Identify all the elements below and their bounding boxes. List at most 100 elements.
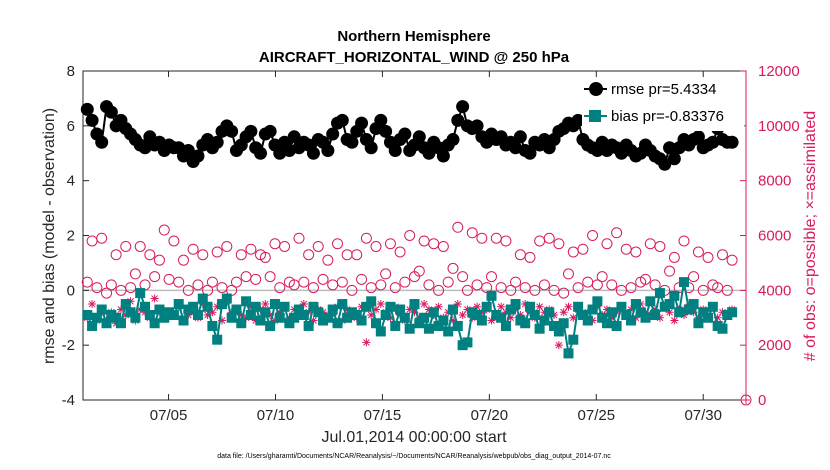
assimilated-point [208, 308, 217, 317]
data-file-footnote: data file: /Users/gharamti/Documents/NCA… [217, 453, 611, 460]
x-axis-label: Jul.01,2014 00:00:00 start [321, 429, 507, 446]
assimilated-point [559, 308, 568, 317]
bias-point [428, 307, 439, 318]
y-right-tick-label: 0 [758, 392, 766, 409]
possible-point [558, 287, 570, 299]
possible-point [264, 271, 276, 283]
bias-point [717, 323, 728, 334]
assimilated-point [367, 311, 376, 320]
possible-point [149, 271, 161, 283]
possible-point [433, 284, 445, 296]
rmse-point [254, 146, 268, 160]
y-right-tick-label: 8000 [758, 173, 791, 190]
rmse-point [422, 146, 436, 160]
bias-point [496, 312, 507, 323]
possible-point [317, 273, 329, 285]
rmse-point [374, 113, 388, 127]
bias-point [217, 299, 228, 310]
assimilated-point [184, 311, 193, 320]
possible-point [611, 227, 623, 239]
bias-point [332, 318, 343, 329]
bias-point [539, 315, 550, 326]
possible-point [529, 284, 541, 296]
possible-point [293, 232, 305, 244]
assimilated-point [473, 302, 482, 311]
chart-title-line1: Northern Hemisphere [337, 28, 490, 45]
x-tick-label: 07/05 [150, 407, 188, 424]
possible-point [105, 279, 117, 291]
bias-point [645, 296, 656, 307]
bias-point [669, 290, 680, 301]
bias-point [587, 304, 598, 315]
bias-point [529, 310, 540, 321]
y-axis-left: -4 -2 0 2 4 6 8 [62, 63, 89, 409]
bias-point [351, 310, 362, 321]
possible-point [346, 284, 358, 296]
bias-point [250, 301, 261, 312]
assimilated-point [516, 311, 525, 320]
bias-point [212, 334, 223, 345]
rmse-point [80, 102, 94, 116]
rmse-point [470, 119, 484, 133]
possible-point [500, 235, 512, 247]
bias-point [703, 312, 714, 323]
possible-point [129, 268, 141, 280]
bias-point [226, 312, 237, 323]
y-tick-label: 4 [67, 173, 75, 190]
bias-point [452, 320, 463, 331]
possible-point [250, 273, 262, 285]
possible-point [697, 284, 709, 296]
possible-point [351, 249, 363, 261]
possible-point [221, 240, 233, 252]
possible-point [197, 249, 209, 261]
bias-point [313, 307, 324, 318]
bias-point [462, 337, 473, 348]
bias-point [356, 315, 367, 326]
possible-point [259, 251, 271, 263]
bias-point [573, 301, 584, 312]
possible-point [153, 254, 165, 266]
bias-point [510, 299, 521, 310]
bias-point [87, 320, 98, 331]
assimilated-point [448, 316, 457, 325]
possible-point [274, 282, 286, 294]
y-right-tick-label: 12000 [758, 63, 800, 80]
y-axis-right: 0 2000 4000 6000 8000 10000 12000 [740, 63, 800, 409]
possible-point [312, 240, 324, 252]
bias-point [192, 310, 203, 321]
bias-point [568, 334, 579, 345]
y-tick-label: 8 [67, 63, 75, 80]
possible-point [182, 284, 194, 296]
assimilated-point [665, 308, 674, 317]
bias-point [207, 320, 218, 331]
rmse-point [210, 135, 224, 149]
bias-point [390, 320, 401, 331]
bias-point [650, 310, 661, 321]
bias-point [168, 310, 179, 321]
x-tick-label: 07/10 [257, 407, 295, 424]
assimilated-point [372, 305, 381, 314]
possible-point [692, 246, 704, 258]
rmse-point [181, 144, 195, 158]
possible-point [654, 240, 666, 252]
bias-point [481, 301, 492, 312]
assimilated-point [670, 316, 679, 325]
y-axis-right-label: # of obs: o=possible; ×=assimilated [802, 111, 819, 361]
bias-point [544, 307, 555, 318]
bias-point [322, 312, 333, 323]
assimilated-point [261, 300, 270, 309]
bias-point [274, 312, 285, 323]
assimilated-point [299, 300, 308, 309]
possible-point [668, 251, 680, 263]
possible-point [96, 232, 108, 244]
possible-point [307, 282, 319, 294]
x-tick-label: 07/30 [684, 407, 722, 424]
bias-point [221, 293, 232, 304]
bias-point [606, 307, 617, 318]
bias-point [563, 348, 574, 359]
bias-point [553, 326, 564, 337]
y-tick-label: 2 [67, 228, 75, 245]
bias-point [197, 293, 208, 304]
possible-point [235, 249, 247, 261]
